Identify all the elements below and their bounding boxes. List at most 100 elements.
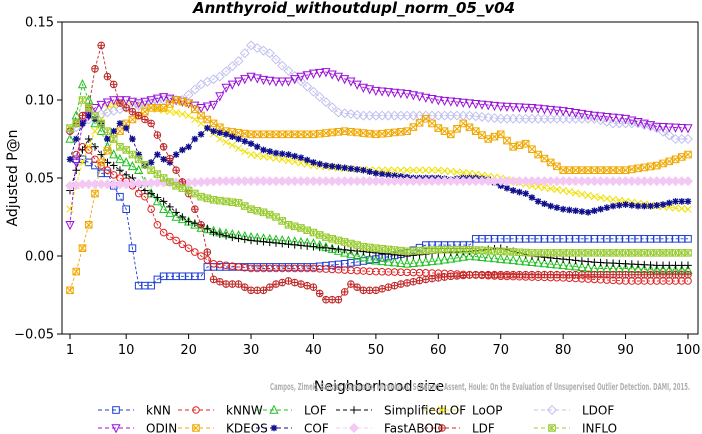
point-ldf bbox=[540, 271, 549, 279]
x-axis-label: Neighborhood size bbox=[314, 379, 444, 395]
point-loop bbox=[553, 185, 561, 194]
y-tick-label: −0.05 bbox=[14, 328, 54, 343]
point-ldof bbox=[183, 89, 194, 100]
point-loop bbox=[166, 107, 174, 116]
point-odin bbox=[102, 98, 113, 108]
point-ldof bbox=[589, 113, 600, 124]
point-cof bbox=[222, 131, 230, 138]
point-ldof bbox=[658, 126, 669, 137]
point-ldof bbox=[102, 107, 113, 118]
point-kdeos bbox=[665, 157, 674, 166]
point-lof bbox=[340, 247, 350, 257]
point-kdeos bbox=[490, 132, 499, 141]
point-cof bbox=[247, 140, 255, 147]
point-cof bbox=[509, 187, 517, 194]
point-cof bbox=[366, 168, 373, 176]
point-ldof bbox=[302, 81, 313, 92]
point-lof bbox=[65, 133, 75, 143]
point-odin bbox=[140, 97, 150, 107]
point-odin bbox=[652, 122, 662, 132]
point-ldof bbox=[595, 115, 606, 126]
legend-entry-cof: COF bbox=[256, 422, 329, 434]
point-cof bbox=[147, 159, 155, 166]
point-kdeos bbox=[528, 145, 536, 153]
point-odin bbox=[389, 88, 400, 98]
point-kdeos bbox=[72, 267, 81, 276]
point-ldf bbox=[147, 119, 155, 128]
legend-label: ODIN bbox=[146, 422, 177, 434]
point-knnw bbox=[184, 244, 193, 252]
point-ldf bbox=[216, 278, 224, 286]
point-odin bbox=[677, 123, 687, 134]
point-ldf bbox=[178, 178, 187, 186]
point-knn bbox=[84, 158, 93, 167]
point-cof bbox=[553, 204, 561, 211]
point-cof bbox=[591, 207, 598, 215]
point-ldof bbox=[264, 48, 275, 59]
point-kdeos bbox=[422, 114, 430, 123]
point-ldf bbox=[128, 107, 137, 116]
point-lof bbox=[564, 260, 575, 270]
series-layer bbox=[64, 40, 694, 304]
point-ldf bbox=[459, 271, 468, 280]
point-simplifiedlof bbox=[259, 237, 268, 246]
point-kdeos bbox=[503, 136, 511, 145]
point-knnw bbox=[197, 252, 205, 260]
point-kdeos bbox=[621, 166, 630, 174]
x-tick-label: 50 bbox=[368, 343, 385, 358]
point-ldf bbox=[159, 143, 168, 151]
point-ldf bbox=[247, 286, 255, 295]
point-loop bbox=[284, 156, 293, 165]
point-ldf bbox=[259, 286, 268, 295]
point-odin bbox=[146, 96, 156, 106]
point-inflo bbox=[546, 249, 555, 257]
point-lof bbox=[159, 203, 169, 213]
legend-marker bbox=[270, 424, 278, 432]
point-cof bbox=[266, 148, 274, 155]
point-simplifiedlof bbox=[159, 197, 168, 206]
point-lof bbox=[171, 211, 181, 221]
point-loop bbox=[266, 153, 274, 162]
point-cof bbox=[235, 135, 242, 143]
point-ldof bbox=[258, 45, 269, 56]
point-lof bbox=[109, 149, 119, 159]
point-kdeos bbox=[496, 130, 505, 139]
point-kdeos bbox=[403, 127, 411, 135]
point-lof bbox=[90, 117, 100, 128]
point-loop bbox=[91, 127, 99, 135]
point-kdeos bbox=[521, 139, 530, 148]
x-tick-label: 40 bbox=[305, 343, 322, 358]
point-simplifiedlof bbox=[209, 228, 218, 237]
point-odin bbox=[658, 123, 668, 133]
point-kdeos bbox=[84, 221, 93, 229]
point-odin bbox=[408, 91, 418, 101]
point-odin bbox=[527, 104, 537, 114]
point-loop bbox=[565, 188, 574, 196]
point-odin bbox=[358, 83, 369, 93]
point-odin bbox=[296, 72, 306, 83]
point-simplifiedlof bbox=[297, 241, 305, 250]
point-ldf bbox=[122, 104, 130, 112]
point-cof bbox=[335, 163, 342, 171]
point-cof bbox=[622, 201, 629, 208]
point-ldf bbox=[222, 280, 230, 288]
point-ldf bbox=[253, 286, 262, 295]
point-odin bbox=[602, 113, 612, 123]
point-ldof bbox=[221, 66, 232, 77]
point-kdeos bbox=[571, 166, 580, 174]
point-ldof bbox=[314, 91, 325, 102]
point-kdeos bbox=[615, 166, 624, 174]
point-ldf bbox=[521, 271, 530, 279]
point-simplifiedlof bbox=[290, 240, 299, 249]
point-loop bbox=[428, 166, 436, 174]
point-simplifiedlof bbox=[578, 257, 586, 265]
point-ldf bbox=[278, 278, 287, 287]
point-loop bbox=[415, 166, 424, 174]
point-odin bbox=[427, 94, 437, 105]
point-kdeos bbox=[315, 129, 324, 138]
point-odin bbox=[645, 121, 656, 131]
point-odin bbox=[558, 107, 568, 117]
point-cof bbox=[503, 184, 511, 192]
point-ldf bbox=[172, 166, 180, 174]
point-odin bbox=[365, 85, 375, 95]
